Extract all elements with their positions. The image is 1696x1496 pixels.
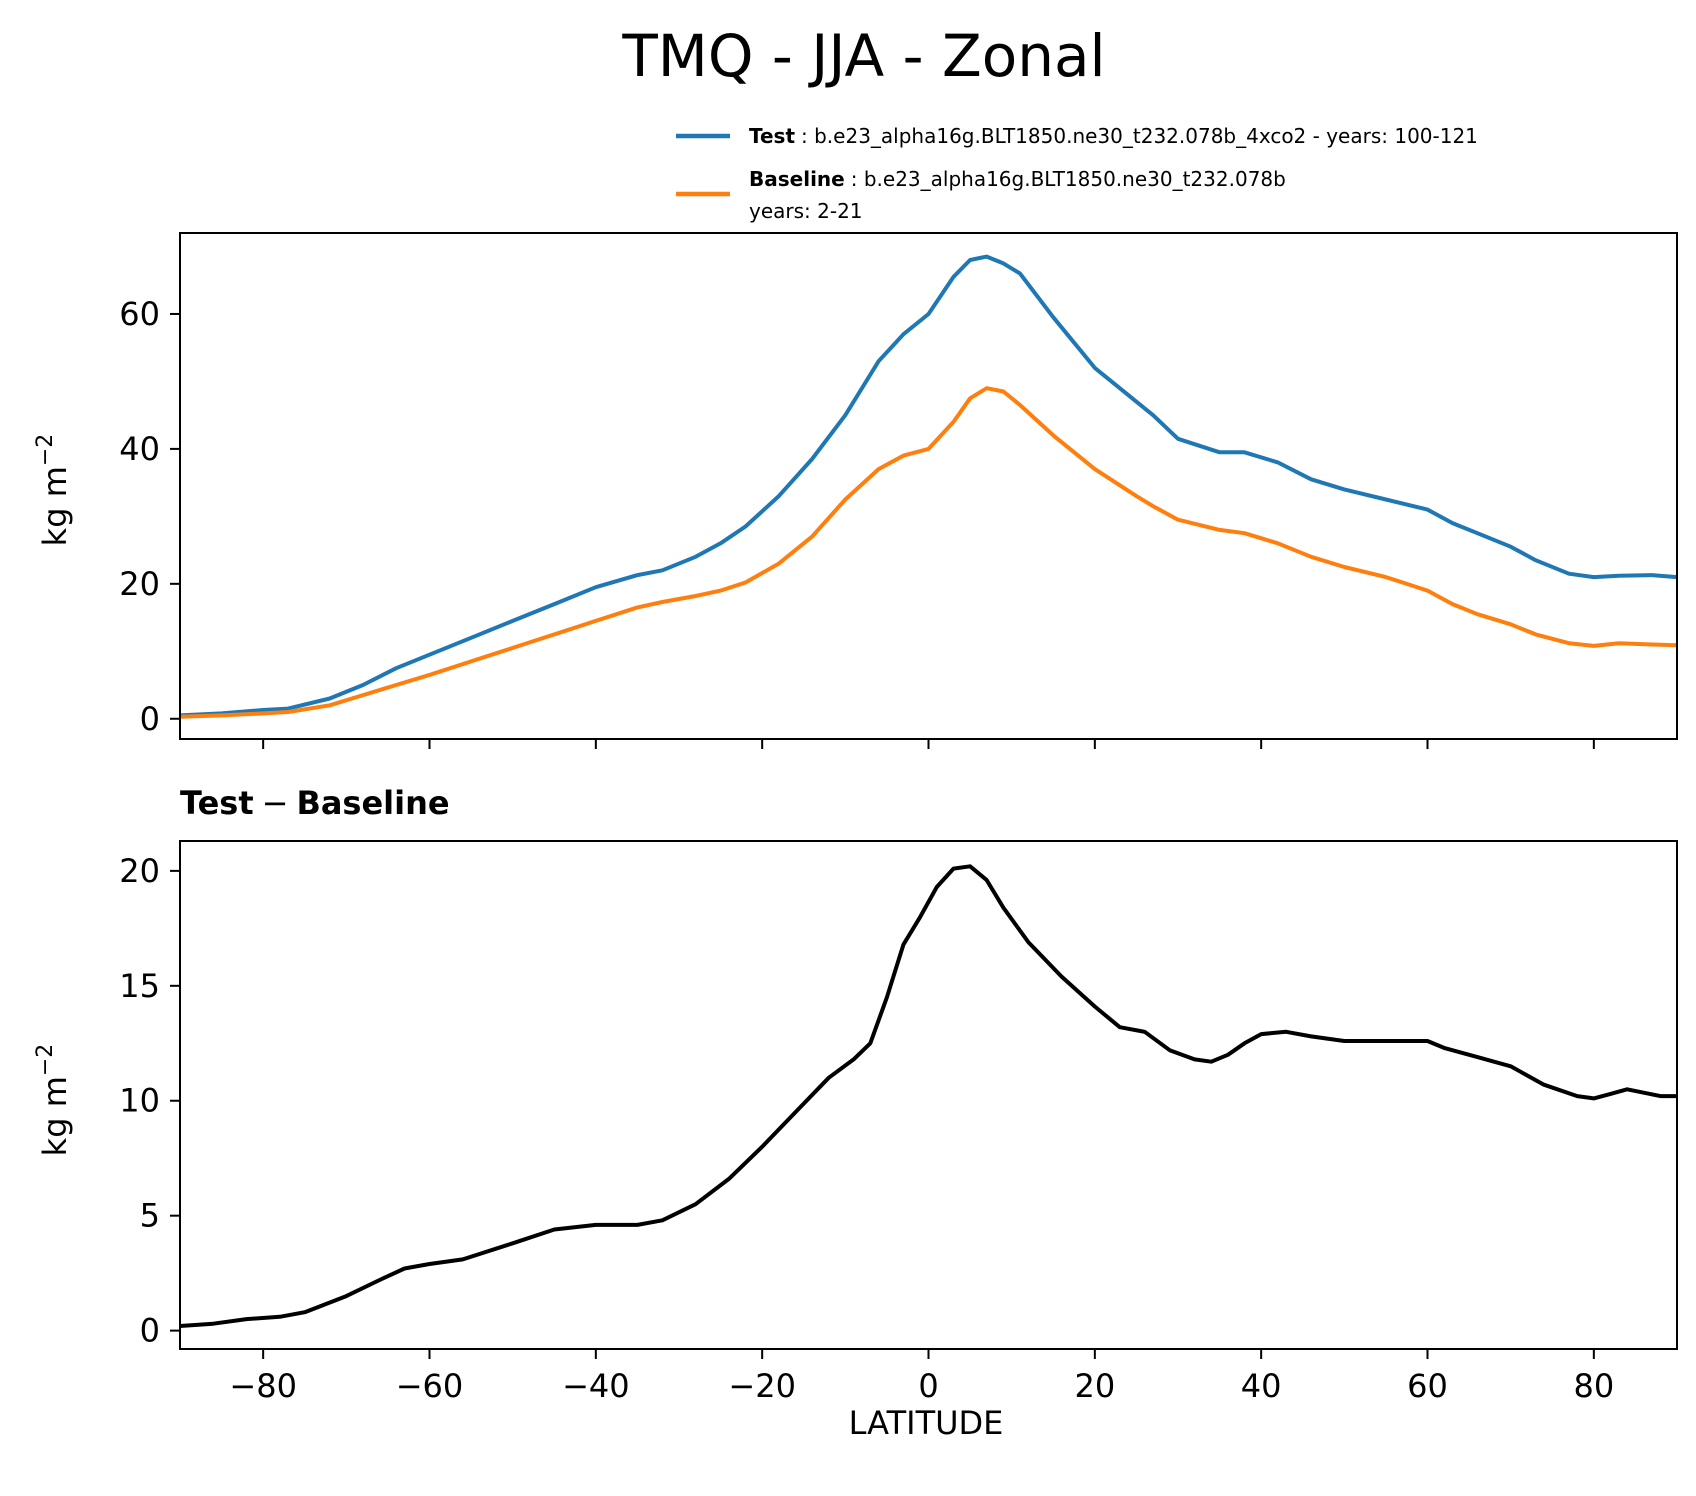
diff-panel-title: Test − Baseline [180, 784, 450, 822]
bottom-x-tick-label: 60 [1407, 1367, 1448, 1405]
legend-baseline-label: Baseline [749, 167, 845, 191]
legend-baseline-text: : b.e23_alpha16g.BLT1850.ne30_t232.078b [851, 167, 1286, 191]
legend-test-label: Test [749, 124, 795, 148]
bottom-panel: −80 −60 −40 −20 0 20 40 60 80 0 5 10 15 20 kg m−2 [33, 840, 1678, 1405]
bottom-x-tick-label: −40 [562, 1367, 630, 1405]
bottom-x-tick-label: 0 [918, 1367, 938, 1405]
bottom-y-tick-label: 5 [140, 1197, 160, 1235]
bottom-x-tick-label: −80 [229, 1367, 297, 1405]
bottom-y-tick-label: 0 [140, 1312, 160, 1350]
legend-baseline-years: years: 2-21 [749, 199, 863, 223]
bottom-y-axis-label: kg m−2 [33, 1044, 74, 1157]
legend-test-text: : b.e23_alpha16g.BLT1850.ne30_t232.078b_… [801, 124, 1478, 148]
bottom-x-tick-label: −60 [396, 1367, 464, 1405]
legend-test-entry: Test: b.e23_alpha16g.BLT1850.ne30_t232.0… [749, 124, 1478, 148]
x-axis-label: LATITUDE [849, 1404, 1004, 1442]
top-series-line-1 [179, 386, 1678, 719]
top-axes-frame [179, 232, 1678, 740]
legend-baseline-entry: Baseline: b.e23_alpha16g.BLT1850.ne30_t2… [749, 167, 1286, 191]
figure-title: TMQ - JJA - Zonal [621, 22, 1105, 90]
bottom-y-tick-label: 20 [119, 852, 160, 890]
top-y-tick-label: 20 [119, 565, 160, 603]
bottom-y-tick-label: 15 [119, 967, 160, 1005]
top-plot-lines [179, 254, 1678, 719]
bottom-axis-ticks: −80 −60 −40 −20 0 20 40 60 80 0 5 10 15 20 [119, 852, 1614, 1405]
top-series-line-0 [179, 254, 1678, 718]
bottom-x-tick-label: −20 [728, 1367, 796, 1405]
bottom-axes-frame [179, 840, 1678, 1350]
bottom-x-tick-label: 40 [1241, 1367, 1282, 1405]
legend: Test: b.e23_alpha16g.BLT1850.ne30_t232.0… [676, 124, 1478, 223]
bottom-series-line-0 [179, 864, 1677, 1328]
top-y-tick-label: 0 [140, 700, 160, 738]
bottom-y-tick-label: 10 [119, 1082, 160, 1120]
bottom-x-tick-label: 20 [1074, 1367, 1115, 1405]
top-y-tick-label: 40 [119, 430, 160, 468]
top-y-axis-label: kg m−2 [33, 434, 74, 547]
top-panel: 0 20 40 60 kg m−2 [33, 232, 1678, 749]
bottom-plot-lines [179, 864, 1677, 1328]
top-axis-ticks: 0 20 40 60 [119, 295, 1595, 749]
bottom-x-tick-label: 80 [1573, 1367, 1614, 1405]
top-y-tick-label: 60 [119, 295, 160, 333]
